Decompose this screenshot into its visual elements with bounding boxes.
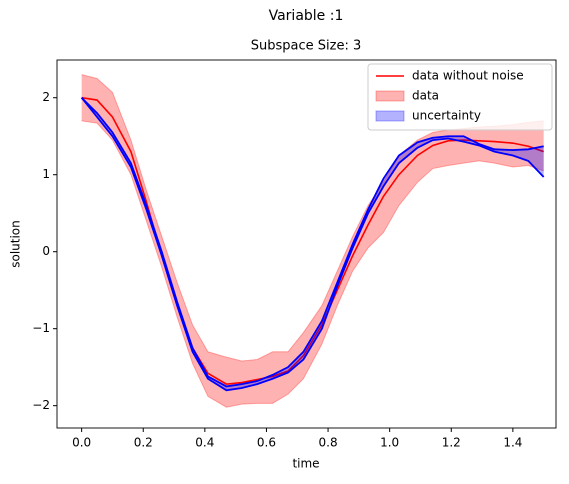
legend-label: uncertainty (412, 109, 481, 123)
band-edge (80, 97, 545, 392)
x-tick-label: 0.6 (257, 436, 276, 450)
plot-frame (56, 59, 557, 429)
y-axis-label: solution (9, 220, 23, 268)
x-tick-label: 0.2 (134, 436, 153, 450)
legend: data without noise data uncertainty (367, 63, 553, 131)
x-tick-label: 1.4 (503, 436, 522, 450)
legend-swatch (375, 90, 405, 102)
x-tick-label: 1.0 (380, 436, 399, 450)
y-tick-label: 0 (42, 244, 50, 258)
band-edge (81, 120, 544, 408)
y-tick-label: 1 (42, 167, 50, 181)
legend-label: data without noise (412, 69, 524, 83)
x-tick-label: 1.2 (442, 436, 461, 450)
band-edge (81, 97, 544, 388)
y-tick-label: −1 (32, 321, 50, 335)
x-axis-label: time (292, 457, 319, 471)
x-tick-label: 0.4 (195, 436, 214, 450)
legend-swatch (375, 110, 405, 122)
suptitle: Variable :1 (269, 8, 344, 24)
x-tick-label: 0.8 (319, 436, 338, 450)
band-fill (81, 74, 544, 408)
legend-label: data (412, 89, 439, 103)
y-tick-label: −2 (32, 398, 50, 412)
x-tick-label: 0.0 (72, 436, 91, 450)
legend-box (367, 63, 553, 131)
chart-title: Subspace Size: 3 (251, 39, 361, 54)
y-tick-label: 2 (42, 90, 50, 104)
